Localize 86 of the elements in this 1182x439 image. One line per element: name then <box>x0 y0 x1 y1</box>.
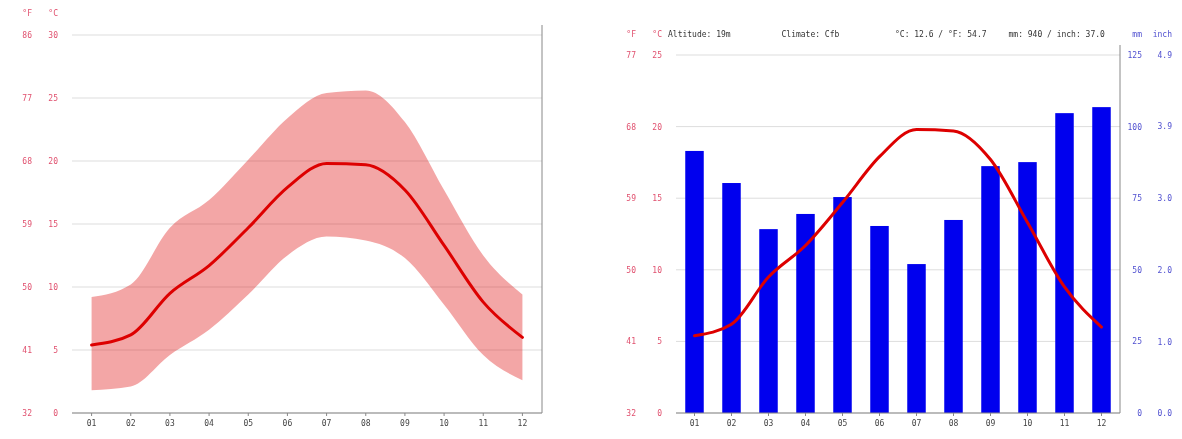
x-tick-label: 06 <box>282 419 293 428</box>
x-tick-label: 05 <box>243 419 254 428</box>
y2-axis-title: mm <box>1132 30 1143 39</box>
bar <box>1018 162 1037 413</box>
text: 41 <box>626 337 637 347</box>
text: Climate: Cfb <box>781 30 840 39</box>
text: 77 <box>626 51 637 60</box>
y3-tick-label: 2.0 <box>1157 265 1173 275</box>
y-tick-label: 0 <box>53 409 59 418</box>
y3-tick-label: 3.9 <box>1157 122 1173 132</box>
x-tick-label: 02 <box>726 419 737 428</box>
bar <box>981 166 1000 413</box>
text: °F <box>626 30 637 39</box>
y3-tick-label: 4.9 <box>1157 51 1173 60</box>
x-tick-label: 03 <box>165 419 175 428</box>
y2-tick-label: 41 <box>22 346 33 355</box>
x-tick-label: 01 <box>689 419 700 428</box>
y-tick-label: 25 <box>652 51 663 60</box>
y-tick-label: 30 <box>48 31 59 40</box>
bar <box>870 225 889 413</box>
bar <box>759 229 778 413</box>
y2-tick-label: 50 <box>1132 265 1143 275</box>
y-tick-label: 10 <box>48 283 59 292</box>
bar <box>944 219 963 413</box>
text: 50 <box>626 265 637 275</box>
y2-tick-label: 75 <box>1132 194 1143 204</box>
y-axis-title: °C <box>48 9 59 18</box>
y3-tick-label: 0.0 <box>1157 409 1173 418</box>
x-tick-label: 06 <box>874 419 885 428</box>
x-tick-label: 03 <box>763 419 774 428</box>
y-tick-label: 5 <box>657 337 663 347</box>
y2-tick-label: 86 <box>22 31 33 40</box>
y-tick-label: 10 <box>652 265 663 275</box>
y2-tick-label: 32 <box>22 409 33 418</box>
bar <box>1055 113 1074 413</box>
y3-tick-label: 3.0 <box>1157 194 1173 204</box>
x-tick-label: 04 <box>204 419 215 428</box>
x-tick-label: 05 <box>837 419 848 428</box>
x-tick-label: 01 <box>86 419 97 428</box>
x-tick-label: 09 <box>400 419 410 428</box>
y-tick-label: 0 <box>657 409 663 418</box>
y2-tick-label: 77 <box>22 94 33 103</box>
text: 32 <box>626 409 637 418</box>
y-tick-label: 15 <box>652 194 663 204</box>
y-tick-label: 20 <box>48 157 59 166</box>
x-tick-label: 11 <box>478 419 489 428</box>
x-tick-label: 10 <box>439 419 450 428</box>
x-tick-label: 09 <box>985 419 996 428</box>
bar <box>796 213 815 413</box>
text: °C: 12.6 / °F: 54.7 <box>895 30 987 39</box>
line-series <box>693 127 1103 338</box>
bar <box>685 150 704 413</box>
y2-tick-label: 25 <box>1132 337 1143 347</box>
y2-tick-label: 59 <box>22 220 33 229</box>
line-series <box>90 162 524 347</box>
y2-tick-label: 125 <box>1127 51 1143 60</box>
x-tick-label: 07 <box>911 419 922 428</box>
bar <box>907 264 926 413</box>
text: 59 <box>626 194 637 204</box>
y2-tick-label: 50 <box>22 283 33 292</box>
y2-axis-title: °F <box>22 9 33 18</box>
y3-tick-label: 1.0 <box>1157 337 1173 347</box>
text: 68 <box>626 122 637 132</box>
y-tick-label: 25 <box>48 94 59 103</box>
x-tick-label: 08 <box>360 419 371 428</box>
x-tick-label: 11 <box>1059 419 1070 428</box>
y-tick-label: 20 <box>652 122 663 132</box>
x-tick-label: 12 <box>517 419 528 428</box>
x-tick-label: 08 <box>948 419 959 428</box>
y2-tick-label: 0 <box>1137 409 1143 418</box>
x-tick-label: 07 <box>321 419 332 428</box>
y-axis-title: °C <box>652 30 663 39</box>
bar <box>1092 107 1111 413</box>
text: mm: 940 / inch: 37.0 <box>1008 30 1106 39</box>
y2-tick-label: 100 <box>1127 122 1143 132</box>
bar <box>833 197 852 413</box>
y2-tick-label: 68 <box>22 157 33 166</box>
x-tick-label: 04 <box>800 419 811 428</box>
y-tick-label: 15 <box>48 220 59 229</box>
x-tick-label: 10 <box>1022 419 1033 428</box>
text: Altitude: 19m <box>668 30 731 39</box>
x-tick-label: 02 <box>125 419 136 428</box>
y-tick-label: 5 <box>53 346 59 355</box>
y3-axis-title: inch <box>1152 30 1173 39</box>
bar <box>722 183 741 413</box>
x-tick-label: 12 <box>1096 419 1107 428</box>
